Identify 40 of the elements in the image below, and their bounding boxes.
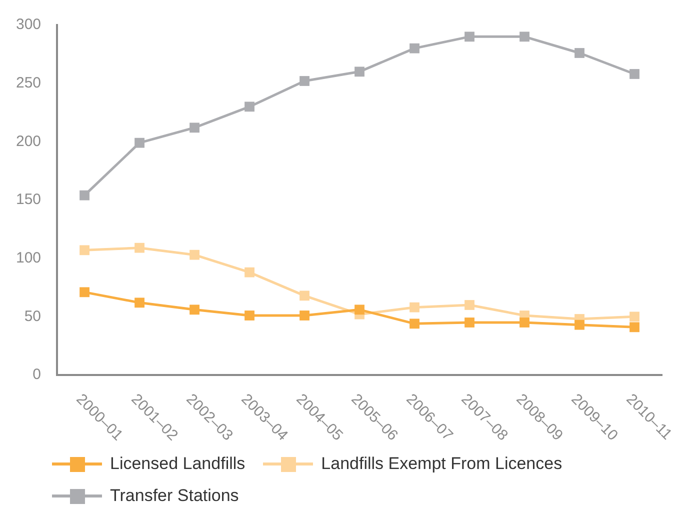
point <box>520 318 530 328</box>
point <box>464 318 474 328</box>
legend-label: Licensed Landfills <box>110 454 246 474</box>
point <box>134 298 144 308</box>
point <box>244 267 254 278</box>
y-tick-label: 250 <box>16 74 42 92</box>
point <box>80 245 90 256</box>
y-tick-label: 0 <box>32 366 42 384</box>
y-tick-label: 200 <box>16 132 42 150</box>
point <box>80 190 90 200</box>
y-tick-label: 100 <box>16 249 42 266</box>
point <box>410 302 420 312</box>
point <box>630 312 640 322</box>
point <box>134 138 144 148</box>
point <box>80 287 90 298</box>
point <box>464 300 474 310</box>
point <box>630 322 640 332</box>
point <box>300 310 310 320</box>
point <box>410 318 420 329</box>
point <box>464 32 474 42</box>
point <box>300 290 310 301</box>
point <box>520 32 530 42</box>
legend-label: Transfer Stations <box>110 486 239 506</box>
point <box>300 76 310 86</box>
point <box>244 310 254 320</box>
point <box>244 102 254 112</box>
point <box>354 304 364 315</box>
point <box>134 242 144 253</box>
point <box>190 122 200 133</box>
point <box>630 69 640 79</box>
legend-label: Landfills Exempt From Licences <box>321 454 562 474</box>
y-tick-label: 50 <box>24 308 42 325</box>
point <box>190 250 200 260</box>
y-tick-label: 150 <box>16 191 42 208</box>
point <box>354 66 364 77</box>
y-tick-label: 300 <box>16 16 42 34</box>
point <box>410 43 420 54</box>
point <box>190 304 200 315</box>
point <box>574 48 584 58</box>
point <box>574 320 584 330</box>
